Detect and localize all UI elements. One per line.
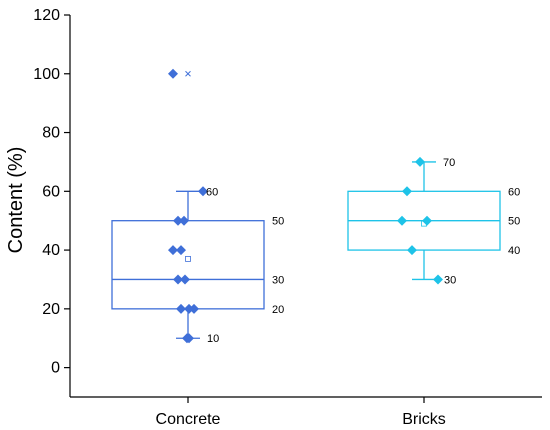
data-point — [173, 215, 183, 226]
value-label: 70 — [443, 157, 455, 169]
y-tick-label: 0 — [51, 360, 60, 377]
value-label: 20 — [272, 304, 284, 316]
y-tick-label: 80 — [42, 125, 60, 142]
plot-area: 0 20 40 60 80 100 120 Concrete Bricks 60 50 30 20 10 7… — [33, 7, 542, 428]
data-point — [168, 68, 178, 79]
data-point — [407, 245, 417, 256]
data-point — [397, 215, 407, 226]
value-label: 40 — [508, 245, 520, 257]
value-label: 50 — [272, 216, 284, 228]
value-label: 60 — [206, 186, 218, 198]
data-point — [173, 274, 183, 285]
mean-marker — [185, 255, 191, 262]
value-label: 60 — [508, 186, 520, 198]
data-point — [189, 303, 199, 314]
data-point — [415, 156, 425, 167]
y-tick-label: 60 — [42, 183, 60, 200]
y-tick-label: 100 — [33, 66, 60, 83]
x-tick-label: Concrete — [156, 411, 221, 428]
data-point — [402, 186, 412, 197]
y-tick-label: 120 — [33, 7, 60, 24]
y-tick-label: 40 — [42, 242, 60, 259]
value-label: 30 — [444, 274, 456, 286]
data-point — [176, 245, 186, 256]
outlier-marker — [185, 70, 191, 77]
data-point — [176, 303, 186, 314]
value-label: 50 — [508, 216, 520, 228]
box — [111, 220, 265, 310]
data-point — [168, 245, 178, 256]
data-point — [422, 215, 432, 226]
data-point — [198, 186, 208, 197]
data-point — [180, 274, 190, 285]
data-point — [433, 274, 443, 285]
x-tick-label: Bricks — [402, 411, 446, 428]
y-axis-label: Content (%) — [5, 147, 27, 254]
y-tick-label: 20 — [42, 301, 60, 318]
data-point — [184, 333, 194, 344]
value-label: 10 — [207, 333, 219, 345]
value-label: 30 — [272, 274, 284, 286]
data-point — [179, 215, 189, 226]
